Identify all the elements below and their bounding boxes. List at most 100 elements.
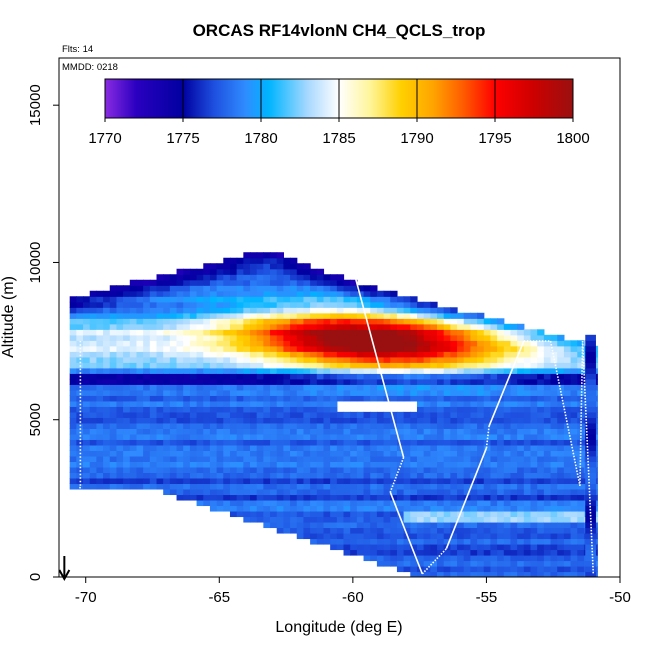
- heatmap-cell: [343, 532, 351, 540]
- heatmap-cell: [483, 318, 492, 325]
- heatmap-cell: [430, 362, 438, 369]
- heatmap-cell: [523, 538, 532, 545]
- heatmap-cell: [256, 323, 264, 330]
- heatmap-cell: [236, 433, 244, 440]
- heatmap-cell: [383, 461, 391, 468]
- heatmap-cell: [270, 356, 278, 363]
- heatmap-cell: [83, 422, 91, 429]
- heatmap-cell: [256, 400, 264, 407]
- heatmap-cell: [517, 389, 525, 396]
- heatmap-cell: [303, 428, 311, 435]
- heatmap-cell: [296, 406, 305, 413]
- heatmap-cell: [196, 477, 204, 485]
- heatmap-cell: [483, 378, 492, 385]
- heatmap-cell: [290, 439, 298, 446]
- heatmap-cell: [370, 510, 378, 518]
- heatmap-cell: [490, 356, 498, 363]
- heatmap-cell: [503, 384, 512, 391]
- heatmap-cell: [437, 367, 445, 374]
- heatmap-cell: [463, 318, 471, 325]
- heatmap-cell: [136, 373, 144, 380]
- heatmap-cell: [390, 340, 398, 347]
- heatmap-cell: [457, 362, 465, 369]
- heatmap-cell: [510, 428, 518, 435]
- heatmap-cell: [523, 527, 532, 534]
- heatmap-cell: [189, 279, 198, 286]
- heatmap-cell: [243, 510, 251, 518]
- heatmap-cell: [316, 323, 325, 330]
- heatmap-cell: [103, 345, 111, 352]
- heatmap-cell: [149, 428, 158, 435]
- heatmap-cell: [123, 356, 131, 363]
- heatmap-cell: [196, 444, 204, 451]
- heatmap-cell: [109, 450, 118, 457]
- heatmap-cell: [223, 367, 231, 374]
- heatmap-cell: [290, 307, 298, 314]
- heatmap-cell: [396, 345, 405, 352]
- heatmap-cell: [303, 285, 311, 292]
- heatmap-cell: [557, 499, 565, 507]
- heatmap-cell: [585, 428, 596, 435]
- heatmap-cell: [477, 538, 485, 545]
- heatmap-cell: [216, 455, 224, 462]
- heatmap-cell: [423, 356, 431, 363]
- heatmap-cell: [390, 422, 398, 429]
- heatmap-cell: [290, 301, 298, 308]
- heatmap-cell: [543, 356, 552, 363]
- heatmap-cell: [283, 488, 291, 496]
- heatmap-cell: [156, 307, 164, 314]
- heatmap-cell: [303, 312, 311, 319]
- heatmap-cell: [243, 323, 251, 330]
- heatmap-cell: [129, 400, 138, 407]
- heatmap-cell: [557, 543, 565, 551]
- chart-title: ORCAS RF14vlonN CH4_QCLS_trop: [193, 21, 486, 40]
- heatmap-cell: [196, 483, 204, 490]
- heatmap-cell: [383, 477, 391, 485]
- heatmap-cell: [149, 439, 158, 446]
- heatmap-cell: [89, 455, 97, 462]
- heatmap-cell: [183, 356, 191, 363]
- heatmap-cell: [310, 290, 318, 297]
- heatmap-cell: [330, 532, 338, 540]
- heatmap-cell: [523, 466, 532, 474]
- heatmap-cell: [196, 499, 204, 507]
- heatmap-cell: [410, 483, 418, 490]
- heatmap-cell: [69, 389, 77, 396]
- heatmap-cell: [430, 340, 438, 347]
- heatmap-cell: [203, 455, 211, 462]
- heatmap-cell: [457, 312, 465, 319]
- heatmap-cell: [483, 516, 492, 523]
- heatmap-cell: [537, 549, 545, 556]
- heatmap-cell: [457, 411, 465, 418]
- heatmap-cell: [189, 329, 198, 336]
- heatmap-cell: [457, 439, 465, 446]
- heatmap-cell: [497, 455, 505, 462]
- heatmap-cell: [530, 389, 538, 396]
- heatmap-cell: [263, 428, 271, 435]
- heatmap-cell: [577, 411, 585, 418]
- heatmap-cell: [83, 356, 91, 363]
- heatmap-cell: [123, 466, 131, 474]
- heatmap-cell: [323, 510, 331, 518]
- heatmap-cell: [396, 367, 405, 374]
- heatmap-cell: [229, 466, 238, 474]
- heatmap-cell: [483, 356, 492, 363]
- heatmap-cell: [336, 285, 345, 292]
- heatmap-cell: [396, 477, 405, 485]
- heatmap-cell: [356, 477, 365, 485]
- heatmap-cell: [450, 312, 458, 319]
- heatmap-cell: [250, 428, 258, 435]
- heatmap-cell: [490, 499, 498, 507]
- heatmap-cell: [310, 296, 318, 303]
- heatmap-cell: [96, 351, 104, 358]
- heatmap-cell: [243, 389, 251, 396]
- heatmap-cell: [169, 323, 178, 330]
- heatmap-cell: [430, 466, 438, 474]
- heatmap-cell: [116, 307, 124, 314]
- heatmap-cell: [430, 329, 438, 336]
- heatmap-cell: [403, 516, 411, 523]
- heatmap-cell: [343, 389, 351, 396]
- heatmap-cell: [530, 488, 538, 496]
- heatmap-cell: [270, 334, 278, 341]
- heatmap-cell: [96, 356, 104, 363]
